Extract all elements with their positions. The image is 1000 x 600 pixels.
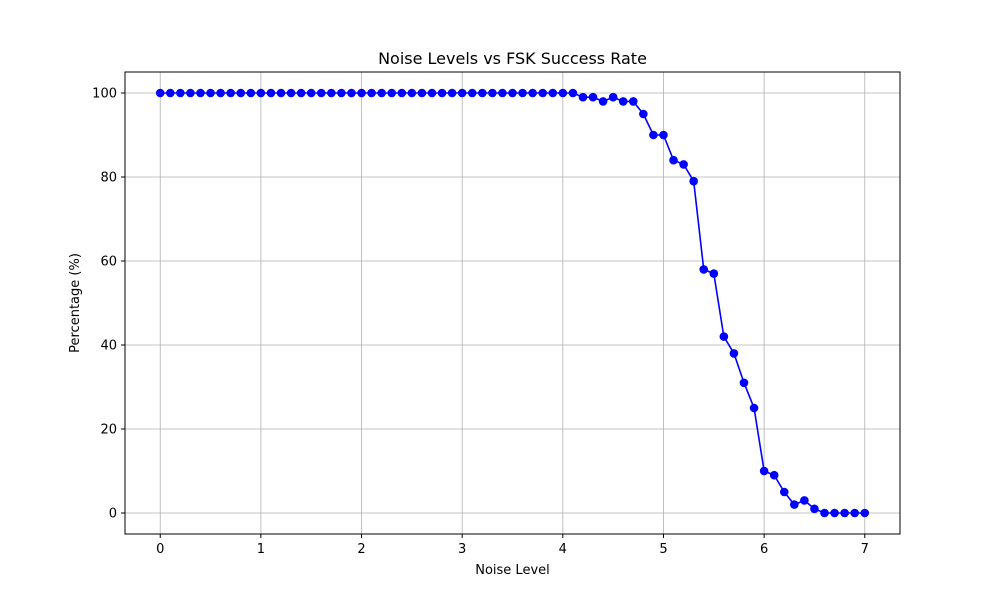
data-point <box>719 332 729 341</box>
data-point <box>739 378 749 388</box>
data-point <box>860 508 870 518</box>
y-tick-label: 40 <box>100 339 117 354</box>
x-tick-label: 2 <box>357 542 365 557</box>
y-tick-label: 20 <box>100 423 117 438</box>
x-tick-label: 1 <box>257 542 265 557</box>
data-point <box>608 92 618 102</box>
data-point <box>800 496 809 505</box>
axis-ticks: 0 1 2 3 4 5 6 7 0 20 40 60 80 100 <box>92 87 869 558</box>
data-point <box>749 403 759 413</box>
data-point <box>810 504 819 514</box>
data-point <box>427 88 437 98</box>
data-point <box>709 269 719 278</box>
data-point <box>769 470 779 480</box>
data-point <box>276 88 286 98</box>
data-point <box>216 88 225 98</box>
data-point <box>337 88 346 98</box>
data-point <box>206 88 215 98</box>
data-point <box>316 88 326 98</box>
data-point <box>820 508 829 518</box>
x-tick-label: 5 <box>659 542 667 557</box>
data-point <box>830 508 839 518</box>
data-point <box>588 92 598 102</box>
data-point <box>296 88 306 98</box>
data-point <box>246 88 256 98</box>
data-point <box>306 88 316 98</box>
data-point <box>659 130 668 140</box>
data-point <box>850 508 860 518</box>
x-axis-label: Noise Level <box>475 563 550 578</box>
data-point <box>286 88 296 98</box>
y-tick-label: 60 <box>100 255 117 270</box>
data-point <box>779 487 789 497</box>
data-point <box>417 88 427 98</box>
grid <box>125 72 900 534</box>
data-point <box>639 109 648 119</box>
data-point <box>155 88 165 98</box>
series <box>155 88 870 518</box>
data-point <box>699 265 709 274</box>
x-tick-label: 7 <box>861 542 869 557</box>
data-point <box>256 88 266 98</box>
data-point <box>618 97 628 106</box>
data-point <box>165 88 175 98</box>
data-point <box>790 500 799 509</box>
data-point <box>467 88 477 98</box>
data-point <box>578 92 588 102</box>
data-point <box>508 88 517 98</box>
data-point <box>196 88 205 98</box>
data-point <box>498 88 507 98</box>
data-point <box>236 88 246 98</box>
x-tick-label: 3 <box>458 542 466 557</box>
data-point <box>538 88 547 98</box>
x-tick-label: 0 <box>156 542 164 557</box>
data-point <box>689 176 698 186</box>
data-point <box>226 88 235 98</box>
plot-frame <box>124 71 901 535</box>
data-point <box>528 88 537 98</box>
data-point <box>518 88 527 98</box>
data-point <box>186 88 195 98</box>
data-point <box>357 88 366 98</box>
data-point <box>759 466 769 476</box>
data-point <box>568 88 578 98</box>
x-tick-label: 6 <box>760 542 768 557</box>
data-point <box>387 88 397 98</box>
data-point <box>266 88 276 98</box>
data-point <box>628 97 638 106</box>
chart-title: Noise Levels vs FSK Success Rate <box>378 49 647 68</box>
series-line <box>160 92 865 514</box>
data-point <box>488 88 497 98</box>
data-point <box>327 88 336 98</box>
x-tick-label: 4 <box>559 542 567 557</box>
data-point <box>397 88 407 98</box>
data-point <box>407 88 417 98</box>
data-point <box>447 88 457 98</box>
data-point <box>367 88 376 98</box>
data-point <box>437 88 447 98</box>
data-point <box>478 88 487 98</box>
data-point <box>457 88 467 98</box>
data-point <box>176 88 185 98</box>
data-point <box>347 88 356 98</box>
data-point <box>558 88 568 98</box>
y-tick-label: 100 <box>92 87 117 102</box>
data-point <box>598 97 608 106</box>
y-axis-label: Percentage (%) <box>68 253 83 353</box>
data-point <box>669 155 678 165</box>
data-point <box>729 349 739 358</box>
y-tick-label: 0 <box>109 507 117 522</box>
data-point <box>840 508 849 518</box>
data-point <box>377 88 386 98</box>
data-point <box>649 130 658 140</box>
y-tick-label: 80 <box>100 171 117 186</box>
data-point <box>548 88 558 98</box>
data-point <box>679 160 688 169</box>
